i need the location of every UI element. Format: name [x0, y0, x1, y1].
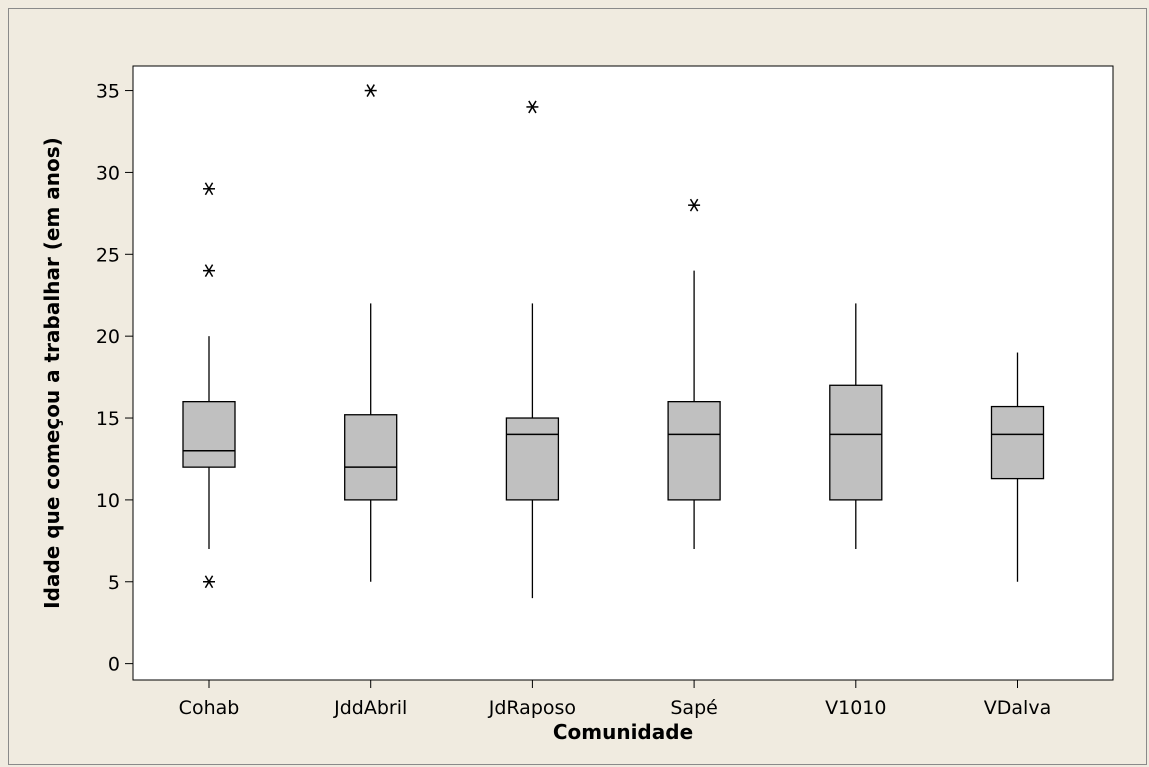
outlier-marker: [688, 198, 701, 212]
x-axis-title: Comunidade: [553, 720, 693, 744]
y-tick-label: 35: [96, 81, 120, 103]
x-axis: Cohab JddAbril JdRaposo Sapé V1010 VDalva: [179, 680, 1051, 719]
iqr-box: [182, 401, 236, 468]
x-tick-label: JddAbril: [333, 697, 407, 719]
y-tick-label: 10: [96, 490, 120, 512]
outlier-marker: [526, 100, 539, 114]
x-tick-label: JdRaposo: [488, 697, 576, 719]
outlier-stroke: [528, 100, 537, 114]
y-axis: 0 5 10 15 20 25 30 35: [96, 81, 133, 676]
outlier-stroke: [204, 575, 214, 589]
outlier-stroke: [204, 182, 214, 196]
boxplot-chart: 0 5 10 15 20 25 30 35 Cohab JddAbril JdRaposo Sapé…: [40, 65, 1114, 744]
iqr-box: [990, 405, 1045, 480]
iqr-box: [667, 401, 721, 501]
outlier-marker: [203, 182, 215, 196]
y-tick-label: 25: [96, 244, 120, 266]
plot-area: [132, 65, 1114, 681]
iqr-box: [505, 417, 560, 501]
outlier-stroke: [366, 84, 375, 97]
x-tick-label: Cohab: [179, 697, 240, 719]
y-axis-title: Idade que começou a trabalhar (em anos): [40, 137, 64, 609]
boxes: [182, 84, 1045, 599]
outlier-marker: [203, 264, 215, 278]
outlier-marker: [364, 84, 377, 97]
y-tick-label: 30: [96, 162, 120, 184]
y-tick-label: 15: [96, 408, 120, 430]
box-Cohab: [182, 182, 236, 589]
outlier-stroke: [204, 264, 214, 278]
x-tick-label: V1010: [825, 697, 886, 719]
iqr-box: [829, 384, 883, 501]
x-tick-label: Sapé: [670, 697, 717, 719]
box-V1010: [829, 303, 883, 550]
y-tick-label: 5: [108, 572, 120, 594]
outlier-stroke: [689, 198, 699, 212]
y-tick-label: 0: [108, 654, 120, 676]
box-VDalva: [990, 352, 1045, 582]
x-tick-label: VDalva: [984, 697, 1051, 719]
y-tick-label: 20: [96, 326, 120, 348]
chart-frame: 0 5 10 15 20 25 30 35 Cohab JddAbril JdRaposo Sapé…: [8, 8, 1147, 765]
box-JdRaposo: [505, 100, 560, 599]
box-JddAbril: [344, 84, 398, 582]
iqr-box: [344, 414, 398, 501]
box-Sapé: [667, 198, 721, 550]
outlier-marker: [203, 575, 215, 589]
